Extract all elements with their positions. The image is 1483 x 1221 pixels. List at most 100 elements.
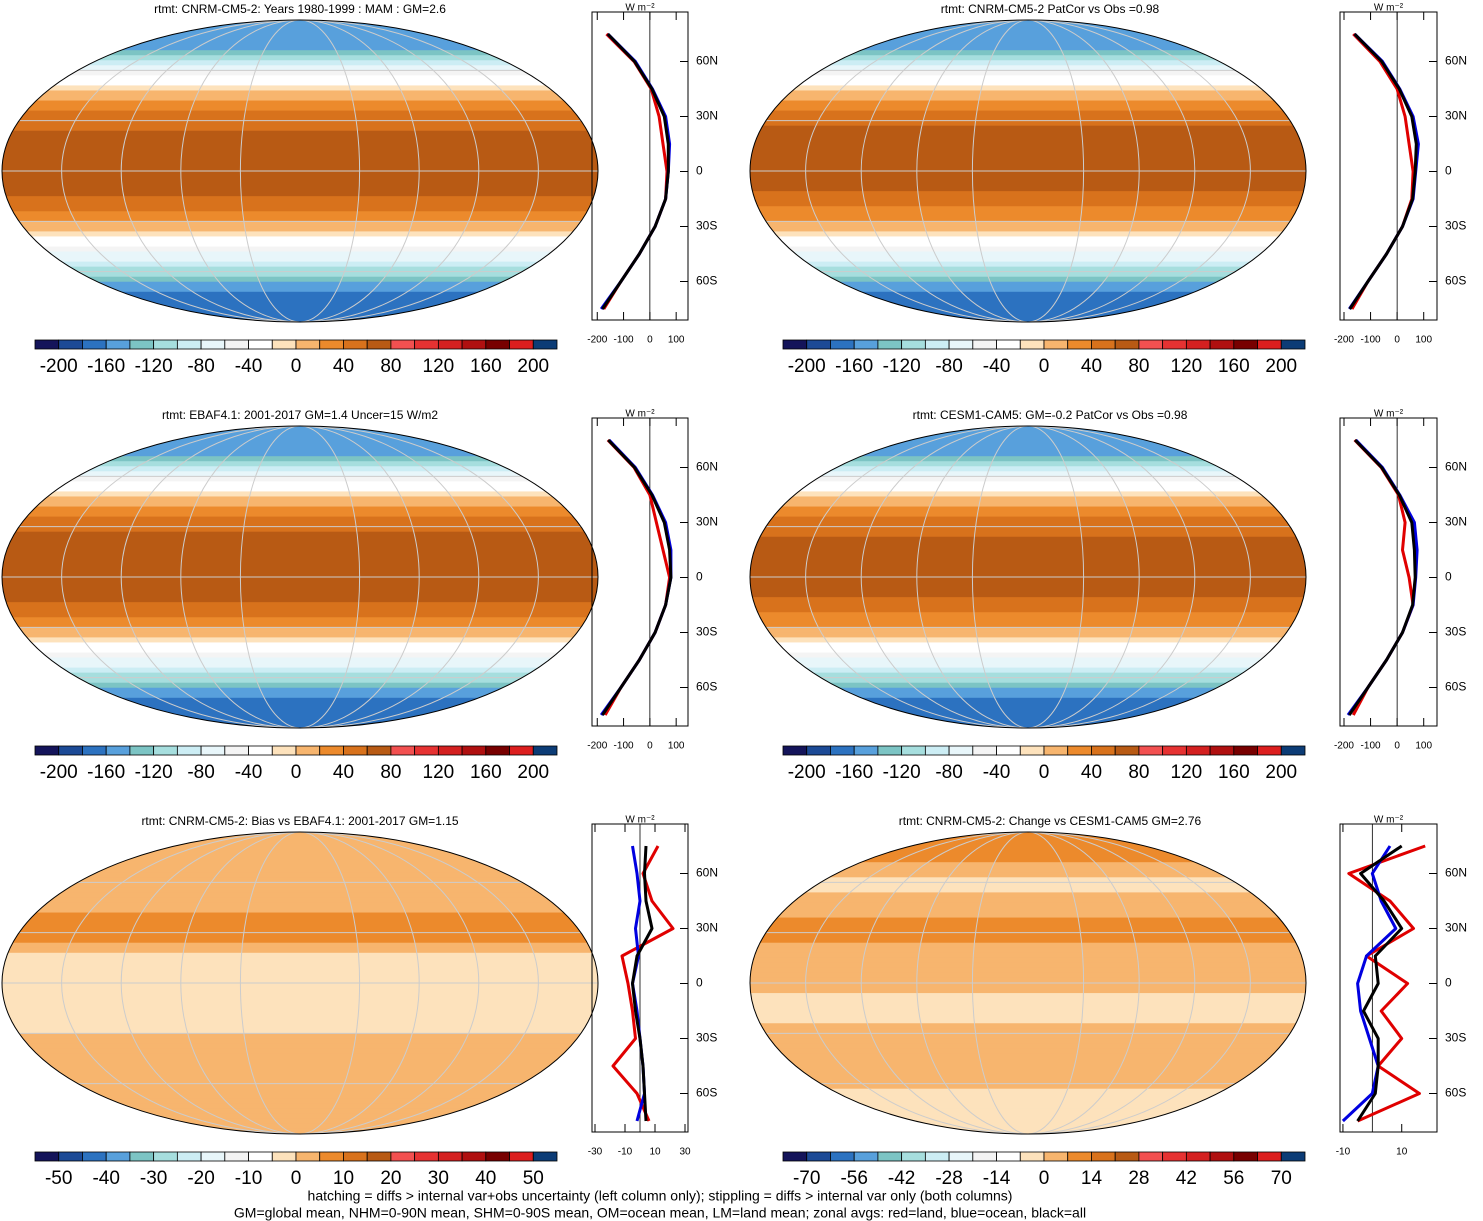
map-band xyxy=(750,130,1306,137)
map-band xyxy=(2,566,598,573)
colorbar-box xyxy=(58,1151,83,1162)
map-band xyxy=(750,627,1306,633)
map-band xyxy=(750,927,1306,934)
y-tick-label: 0 xyxy=(1445,570,1452,584)
map-band xyxy=(2,246,598,253)
map-band xyxy=(2,652,598,659)
y-tick-label: 60N xyxy=(1445,54,1467,68)
map-band xyxy=(750,892,1306,898)
colorbar-label: -40 xyxy=(983,762,1010,783)
y-tick-label: 60S xyxy=(1445,680,1466,694)
map-meridian xyxy=(239,832,361,1134)
colorbar-label: 0 xyxy=(291,356,302,377)
map-band xyxy=(2,221,598,227)
map-band xyxy=(2,697,598,704)
map-band xyxy=(750,556,1306,563)
y-tick-label: 60N xyxy=(696,866,718,880)
map-meridian xyxy=(120,20,480,322)
map-outline xyxy=(1,19,599,323)
map-band xyxy=(2,306,598,313)
colorbar-label: -20 xyxy=(187,1168,214,1189)
colorbar-label: -120 xyxy=(883,762,921,783)
colorbar-label: 160 xyxy=(470,762,502,783)
map-band xyxy=(2,436,598,442)
panel-title: rtmt: CESM1-CAM5: GM=-0.2 PatCor vs Obs … xyxy=(913,408,1188,422)
map-band xyxy=(750,55,1306,61)
map-band xyxy=(2,511,598,518)
zonal-unit: W m⁻² xyxy=(1374,3,1404,14)
map-band xyxy=(2,602,598,608)
colorbar-box xyxy=(948,339,974,350)
map-band xyxy=(750,897,1306,903)
map-band xyxy=(750,181,1306,187)
map-band xyxy=(750,145,1306,152)
zonal-line xyxy=(599,438,673,716)
map-band xyxy=(750,65,1306,71)
x-tick-label: 0 xyxy=(1394,335,1400,346)
x-tick-label: 100 xyxy=(668,741,685,752)
map-band xyxy=(750,717,1306,724)
map-band xyxy=(2,135,598,142)
zonal-line xyxy=(1347,844,1426,1123)
map-band xyxy=(750,1098,1306,1105)
map-band xyxy=(750,612,1306,618)
colorbar-box xyxy=(532,1151,558,1162)
y-tick-label: 60S xyxy=(1445,1086,1466,1100)
colorbar-label: 42 xyxy=(1176,1168,1197,1189)
map-band xyxy=(750,988,1306,994)
map-band xyxy=(750,857,1306,863)
y-tick-label: 30N xyxy=(1445,515,1467,529)
map-band xyxy=(750,561,1306,568)
colorbar-label: 120 xyxy=(1171,762,1203,783)
y-tick-label: 0 xyxy=(696,976,703,990)
map-band xyxy=(750,983,1306,989)
colorbar-box xyxy=(1280,1151,1306,1162)
map-band xyxy=(2,311,598,318)
map-band xyxy=(750,1013,1306,1019)
panel-title: rtmt: CNRM-CM5-2: Bias vs EBAF4.1: 2001-… xyxy=(141,814,458,828)
map-band xyxy=(2,110,598,117)
colorbar-box xyxy=(782,339,808,350)
colorbar-label: 40 xyxy=(1081,356,1102,377)
map-band xyxy=(2,501,598,508)
map-band xyxy=(750,511,1306,518)
map-band xyxy=(2,877,598,883)
map-band xyxy=(750,456,1306,462)
map-band xyxy=(2,582,598,588)
map-band xyxy=(750,882,1306,888)
map-band xyxy=(2,597,598,603)
map-band xyxy=(750,426,1306,432)
zonal-line xyxy=(601,438,673,716)
map-band xyxy=(750,662,1306,669)
colorbar-box xyxy=(1091,1151,1116,1162)
map-band xyxy=(2,587,598,593)
map-band xyxy=(2,60,598,66)
map-band xyxy=(750,1073,1306,1080)
map-band xyxy=(2,155,598,162)
colorbar-box xyxy=(437,1151,463,1162)
map-band xyxy=(2,476,598,482)
map-band xyxy=(2,892,598,898)
map-band xyxy=(2,1113,598,1120)
colorbar-box xyxy=(248,745,273,756)
map-band xyxy=(750,436,1306,442)
y-tick-label: 0 xyxy=(1445,976,1452,990)
map-band xyxy=(2,607,598,613)
colorbar-box xyxy=(1185,1151,1211,1162)
map-band xyxy=(2,186,598,192)
map-band xyxy=(2,20,598,26)
colorbar-box xyxy=(200,1151,226,1162)
map-band xyxy=(750,486,1306,492)
map-meridian xyxy=(805,426,1251,728)
map-band xyxy=(2,1128,598,1134)
colorbar-box xyxy=(224,1151,249,1162)
colorbar-box xyxy=(485,1151,510,1162)
map-band xyxy=(750,632,1306,638)
map-band xyxy=(750,702,1306,709)
colorbar-box xyxy=(58,745,83,756)
map-band xyxy=(2,531,598,538)
map-band xyxy=(750,872,1306,878)
map-band xyxy=(750,521,1306,528)
map-band xyxy=(2,592,598,598)
colorbar-box xyxy=(830,745,855,756)
